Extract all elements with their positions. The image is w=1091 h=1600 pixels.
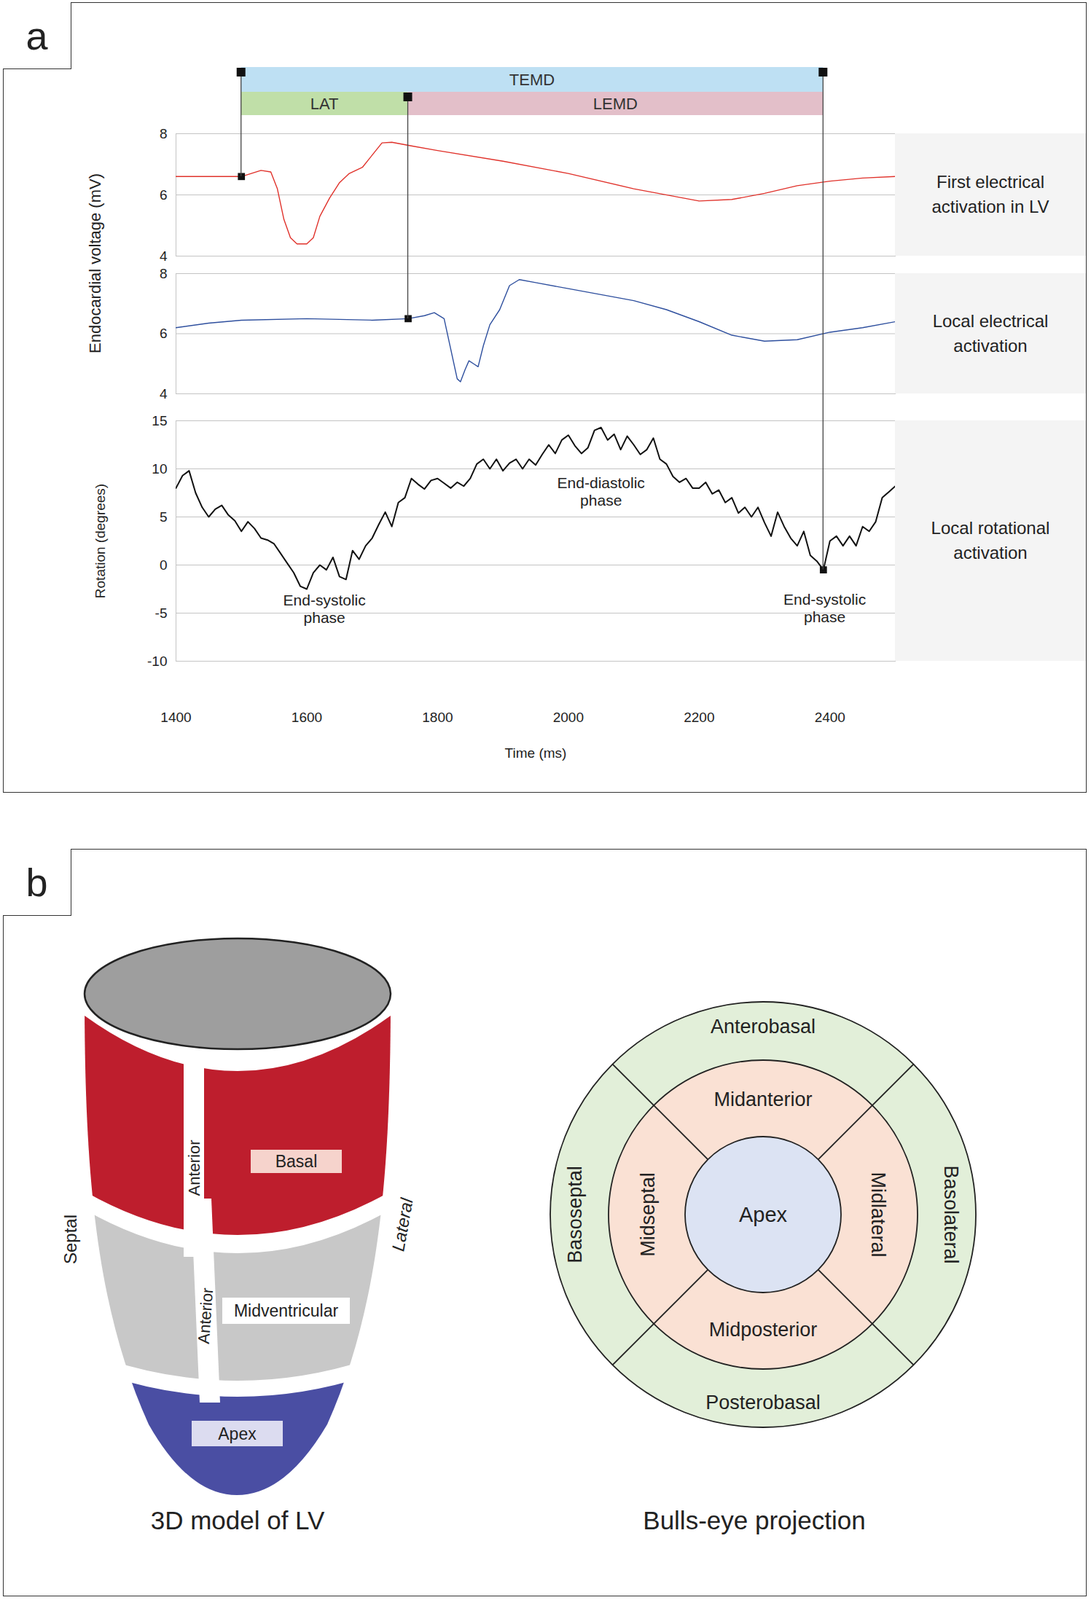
svg-text:Septal: Septal [60, 1214, 81, 1265]
svg-text:Midventricular: Midventricular [233, 1301, 339, 1321]
svg-text:LAT: LAT [310, 94, 339, 113]
svg-text:15: 15 [151, 413, 167, 429]
svg-text:6: 6 [159, 187, 168, 203]
svg-text:Bulls-eye projection: Bulls-eye projection [642, 1506, 866, 1535]
svg-text:8: 8 [159, 266, 168, 282]
svg-text:2400: 2400 [814, 709, 846, 726]
svg-text:3D model of LV: 3D model of LV [150, 1506, 326, 1535]
svg-text:Basoseptal: Basoseptal [564, 1166, 586, 1264]
html-text:Local electrical activation: Local electrical activation [932, 311, 1049, 356]
svg-text:6: 6 [159, 325, 168, 342]
svg-text:Basolateral: Basolateral [940, 1165, 963, 1264]
svg-text:4: 4 [159, 248, 168, 264]
svg-text:TEMD: TEMD [509, 70, 555, 89]
svg-text:Midlateral: Midlateral [867, 1171, 890, 1258]
svg-text:LEMD: LEMD [593, 94, 638, 113]
svg-text:10: 10 [151, 461, 167, 477]
svg-text:2000: 2000 [553, 709, 584, 726]
svg-text:1400: 1400 [160, 709, 191, 726]
svg-text:4: 4 [159, 386, 168, 402]
html-text:Local rotational activation: Local rotational activation [931, 518, 1050, 563]
svg-text:Midposterior: Midposterior [709, 1319, 818, 1341]
svg-text:-5: -5 [155, 605, 168, 621]
svg-text:Midseptal: Midseptal [636, 1172, 659, 1258]
html-text:First electrical activation in: First electrical activation in LV [931, 172, 1050, 217]
svg-text:Anterobasal: Anterobasal [710, 1015, 816, 1038]
svg-text:Posterobasal: Posterobasal [705, 1391, 821, 1414]
svg-text:Midanterior: Midanterior [713, 1088, 812, 1111]
svg-text:Apex: Apex [217, 1424, 257, 1444]
svg-text:End-systolicphase: End-systolicphase [283, 591, 366, 627]
svg-text:Basal: Basal [275, 1152, 318, 1172]
svg-text:End-diastolicphase: End-diastolicphase [557, 474, 645, 509]
svg-text:Endocardial voltage (mV): Endocardial voltage (mV) [85, 173, 105, 354]
svg-text:2200: 2200 [683, 709, 715, 726]
svg-text:Anterior: Anterior [194, 1287, 217, 1346]
svg-text:-10: -10 [147, 653, 167, 670]
svg-text:Anterior: Anterior [185, 1139, 204, 1196]
svg-text:8: 8 [159, 126, 168, 142]
svg-text:1600: 1600 [291, 709, 323, 726]
svg-text:Lateral: Lateral [387, 1196, 417, 1254]
svg-text:0: 0 [159, 557, 168, 573]
svg-text:5: 5 [159, 509, 168, 525]
html-text:b: b [25, 860, 48, 905]
html-text:a: a [25, 13, 48, 58]
svg-text:Apex: Apex [738, 1203, 788, 1227]
svg-text:End-systolicphase: End-systolicphase [783, 591, 866, 626]
svg-text:Rotation (degrees): Rotation (degrees) [92, 483, 108, 599]
svg-text:Time (ms): Time (ms) [505, 745, 567, 761]
svg-text:1800: 1800 [421, 709, 453, 726]
